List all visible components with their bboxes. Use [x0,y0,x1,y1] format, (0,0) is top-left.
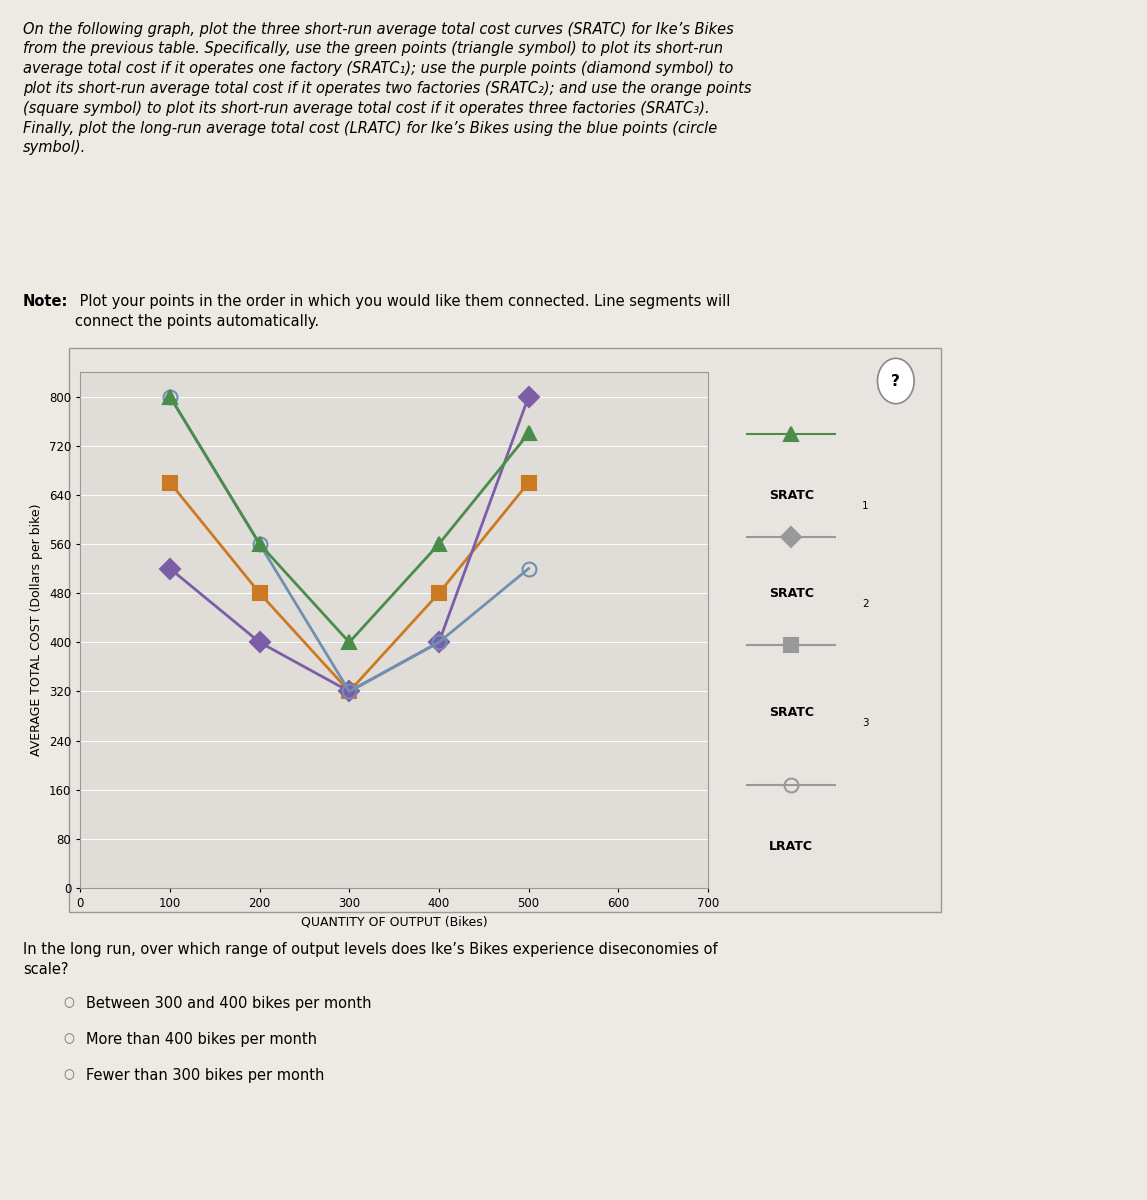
Text: In the long run, over which range of output levels does Ike’s Bikes experience d: In the long run, over which range of out… [23,942,718,977]
Text: 2: 2 [861,599,868,610]
Text: ○: ○ [63,996,73,1009]
Text: LRATC: LRATC [768,840,813,853]
Text: SRATC: SRATC [768,587,814,600]
Text: Note:: Note: [23,294,69,308]
Text: On the following graph, plot the three short-run average total cost curves (SRAT: On the following graph, plot the three s… [23,22,751,155]
Text: ○: ○ [63,1068,73,1081]
Text: 1: 1 [861,502,868,511]
Text: Plot your points in the order in which you would like them connected. Line segme: Plot your points in the order in which y… [75,294,729,329]
X-axis label: QUANTITY OF OUTPUT (Bikes): QUANTITY OF OUTPUT (Bikes) [301,916,487,929]
Text: More than 400 bikes per month: More than 400 bikes per month [86,1032,317,1046]
Text: SRATC: SRATC [768,706,814,719]
Text: 3: 3 [861,718,868,728]
Text: Fewer than 300 bikes per month: Fewer than 300 bikes per month [86,1068,325,1082]
Text: ?: ? [891,373,900,389]
Text: Between 300 and 400 bikes per month: Between 300 and 400 bikes per month [86,996,372,1010]
Circle shape [877,359,914,403]
Y-axis label: AVERAGE TOTAL COST (Dollars per bike): AVERAGE TOTAL COST (Dollars per bike) [30,504,44,756]
Text: SRATC: SRATC [768,490,814,503]
Text: ○: ○ [63,1032,73,1045]
